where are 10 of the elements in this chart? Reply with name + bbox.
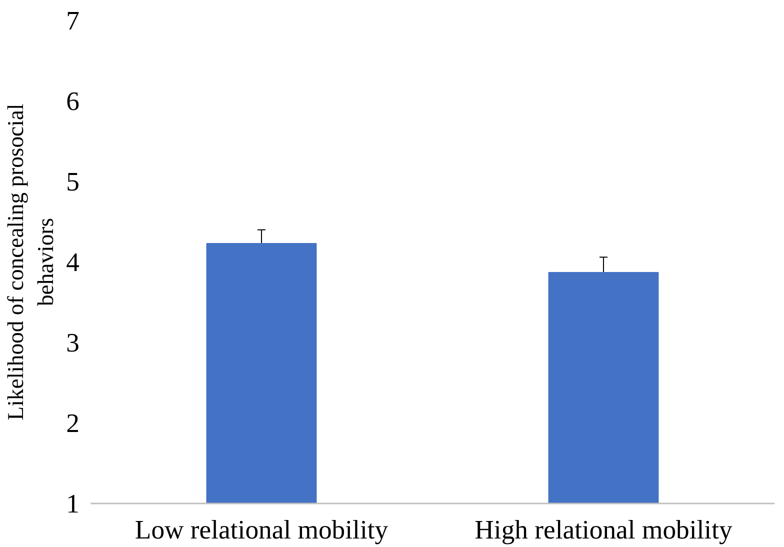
y-tick-label: 7	[66, 6, 80, 36]
y-tick-label: 5	[66, 166, 80, 196]
y-tick-label: 3	[66, 328, 80, 358]
y-tick-label: 6	[66, 86, 80, 116]
y-tick-label: 4	[66, 247, 80, 277]
y-axis-title: Likelihood of concealing prosocial behaviors	[3, 104, 58, 420]
y-tick-label: 2	[66, 408, 80, 438]
x-tick-label: Low relational mobility	[134, 514, 389, 544]
x-tick-label: High relational mobility	[474, 514, 733, 544]
y-tick-label: 1	[66, 488, 80, 518]
